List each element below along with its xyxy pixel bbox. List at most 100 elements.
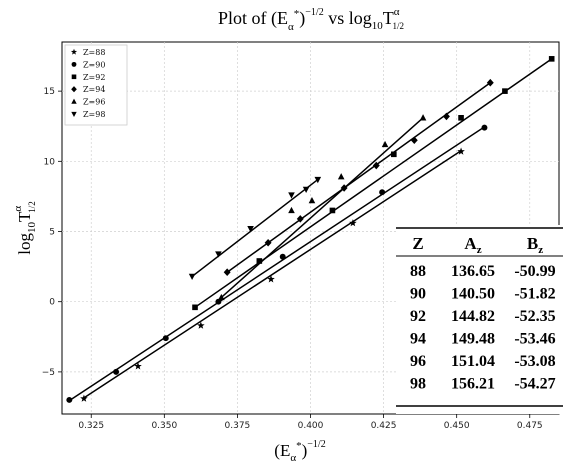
data-point-z-96 <box>218 293 225 301</box>
table-cell-b: -52.35 <box>514 308 555 325</box>
data-point-z-90 <box>379 189 386 196</box>
data-point-z-94 <box>410 136 418 145</box>
table-cell-z: 96 <box>410 353 426 370</box>
data-point-z-94 <box>264 238 272 247</box>
data-point-z-98 <box>215 251 222 258</box>
data-points <box>66 56 555 403</box>
axis-ticks: 0.325 0.350 0.375 0.400 0.425 0.450 0.475 −5 0 5 1… <box>42 87 543 431</box>
table-cell-b: -53.08 <box>514 353 555 370</box>
y-axis-label: log10Tα 1/2 <box>12 201 38 254</box>
data-point-z-94 <box>340 184 348 192</box>
data-point-z-98 <box>314 176 322 184</box>
data-point-z-90 <box>162 335 169 342</box>
legend-label-z-92: Z=92 <box>83 73 105 82</box>
data-point-z-96 <box>419 114 427 121</box>
table-cell-b: -51.82 <box>514 286 555 303</box>
data-point-z-90 <box>481 124 488 131</box>
fit-line-z-92 <box>194 58 553 308</box>
y-tick-label: 0 <box>49 298 55 308</box>
y-tick-label: 10 <box>44 157 56 167</box>
x-tick-label: 0.375 <box>225 421 251 431</box>
table-cell-a: 144.82 <box>451 308 495 325</box>
fit-line-z-90 <box>68 126 485 402</box>
data-point-z-92 <box>548 56 555 62</box>
y-tick-label: −5 <box>42 368 55 378</box>
data-point-z-94 <box>296 215 304 223</box>
data-point-z-92 <box>458 114 464 121</box>
legend-label-z-98: Z=98 <box>83 110 105 119</box>
legend-marker-z-98 <box>71 111 77 117</box>
data-point-z-96 <box>308 196 316 204</box>
legend-marker-z-88 <box>70 48 78 55</box>
data-point-z-88 <box>349 219 357 227</box>
x-tick-label: 0.475 <box>517 421 543 431</box>
table-cell-z: 88 <box>410 263 426 280</box>
chart-title: Plot of (Eα*)−1/2 vs log10Tα 1/2 <box>218 6 404 33</box>
x-axis-label: (Eα*)−1/2 <box>274 439 325 464</box>
table-cell-z: 98 <box>410 376 426 393</box>
data-point-z-88 <box>197 321 205 329</box>
fit-lines <box>68 58 553 402</box>
data-point-z-96 <box>288 206 295 214</box>
data-point-z-96 <box>381 140 389 148</box>
data-point-z-92 <box>256 258 263 264</box>
data-point-z-90 <box>279 253 286 260</box>
fit-line-z-98 <box>191 178 319 278</box>
table-cell-a: 156.21 <box>451 376 495 393</box>
legend-label-z-88: Z=88 <box>83 48 105 57</box>
data-point-z-88 <box>267 275 275 283</box>
data-point-z-92 <box>502 88 508 94</box>
x-tick-label: 0.425 <box>371 421 397 431</box>
legend-label-z-94: Z=94 <box>83 85 105 94</box>
legend-marker-z-96 <box>71 98 77 104</box>
table-cell-b: -50.99 <box>514 263 555 280</box>
data-point-z-90 <box>215 298 222 305</box>
legend-marker-z-90 <box>71 61 77 67</box>
data-point-z-94 <box>372 161 380 170</box>
data-point-z-98 <box>247 226 254 233</box>
table-cell-a: 136.65 <box>451 263 495 280</box>
y-tick-label: 15 <box>44 87 55 97</box>
legend-label-z-90: Z=90 <box>83 60 105 69</box>
legend-box <box>64 44 128 126</box>
data-point-z-94 <box>442 112 450 121</box>
legend: Z=88 Z=90 Z=92 Z=94 Z=96 Z=98 <box>64 44 128 126</box>
legend-marker-z-94 <box>71 86 77 93</box>
table-cell-a: 140.50 <box>451 286 495 303</box>
x-tick-label: 0.350 <box>151 421 177 431</box>
grid <box>62 42 559 414</box>
y-tick-label: 5 <box>49 228 55 238</box>
table-body: 88 136.65 -50.99 90 140.50 -51.82 92 144.82 -52.… <box>410 263 556 393</box>
data-point-z-88 <box>134 362 142 370</box>
table-cell-a: 149.48 <box>451 331 495 348</box>
table-cell-z: 90 <box>410 286 426 303</box>
data-point-z-90 <box>66 396 73 403</box>
data-point-z-90 <box>113 368 120 375</box>
data-point-z-94 <box>223 268 231 277</box>
data-point-z-96 <box>337 173 345 180</box>
table-cell-z: 92 <box>410 308 426 325</box>
legend-label-z-96: Z=96 <box>83 98 105 107</box>
fit-line-z-96 <box>220 117 424 299</box>
table-cell-z: 94 <box>410 331 426 348</box>
data-point-z-98 <box>288 192 295 199</box>
table-header-a: Az <box>464 234 481 256</box>
data-point-z-98 <box>188 273 196 281</box>
data-point-z-92 <box>329 207 336 214</box>
table-header-z: Z <box>412 234 423 253</box>
fit-line-z-88 <box>83 150 462 399</box>
x-tick-label: 0.400 <box>298 421 324 431</box>
parameter-table: Z Az Bz 88 136.65 -50.99 90 140.50 -51.82 92 14… <box>396 225 564 414</box>
table-cell-b: -53.46 <box>514 331 555 348</box>
data-point-z-92 <box>391 151 397 158</box>
data-point-z-94 <box>486 78 494 87</box>
legend-marker-z-92 <box>71 74 77 80</box>
x-tick-label: 0.325 <box>78 421 104 431</box>
data-point-z-98 <box>302 186 310 194</box>
data-point-z-88 <box>80 394 88 402</box>
data-point-z-92 <box>192 304 198 311</box>
table-cell-b: -54.27 <box>514 376 555 393</box>
data-point-z-88 <box>457 147 465 155</box>
x-tick-label: 0.450 <box>444 421 470 431</box>
